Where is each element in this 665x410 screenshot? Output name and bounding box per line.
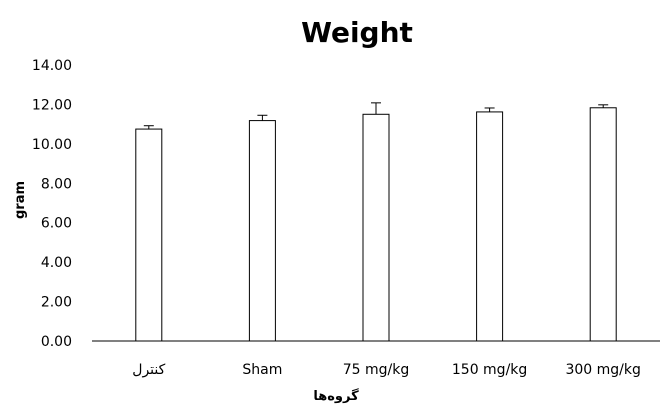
- x-category-label: 300 mg/kg: [565, 362, 640, 378]
- x-axis-categories: کنترل Sham 75 mg/kg 150 mg/kg 300 mg/kg: [132, 362, 641, 378]
- y-tick-label: 10.00: [32, 137, 72, 153]
- chart-title: Weight: [301, 16, 413, 49]
- bars: [135, 102, 617, 342]
- bar: [135, 128, 163, 342]
- x-category-label: 150 mg/kg: [452, 362, 527, 378]
- x-category-label: کنترل: [132, 362, 165, 378]
- y-tick-label: 6.00: [41, 216, 72, 232]
- y-axis-title: gram: [13, 181, 28, 219]
- x-category-label: Sham: [242, 362, 282, 378]
- bar: [362, 113, 390, 342]
- y-axis-ticks: 0.00 2.00 4.00 6.00 8.00 10.00 12.00 14.00: [32, 58, 72, 350]
- bar: [248, 120, 276, 342]
- x-category-label: 75 mg/kg: [343, 362, 410, 378]
- y-tick-label: 8.00: [41, 176, 72, 192]
- x-axis-title: گروه‌ها: [313, 388, 359, 404]
- y-tick-label: 0.00: [41, 334, 72, 350]
- bar: [476, 111, 504, 342]
- y-tick-label: 4.00: [41, 255, 72, 271]
- y-tick-label: 12.00: [32, 97, 72, 113]
- y-tick-label: 14.00: [32, 58, 72, 74]
- bar: [589, 107, 617, 342]
- y-tick-label: 2.00: [41, 295, 72, 311]
